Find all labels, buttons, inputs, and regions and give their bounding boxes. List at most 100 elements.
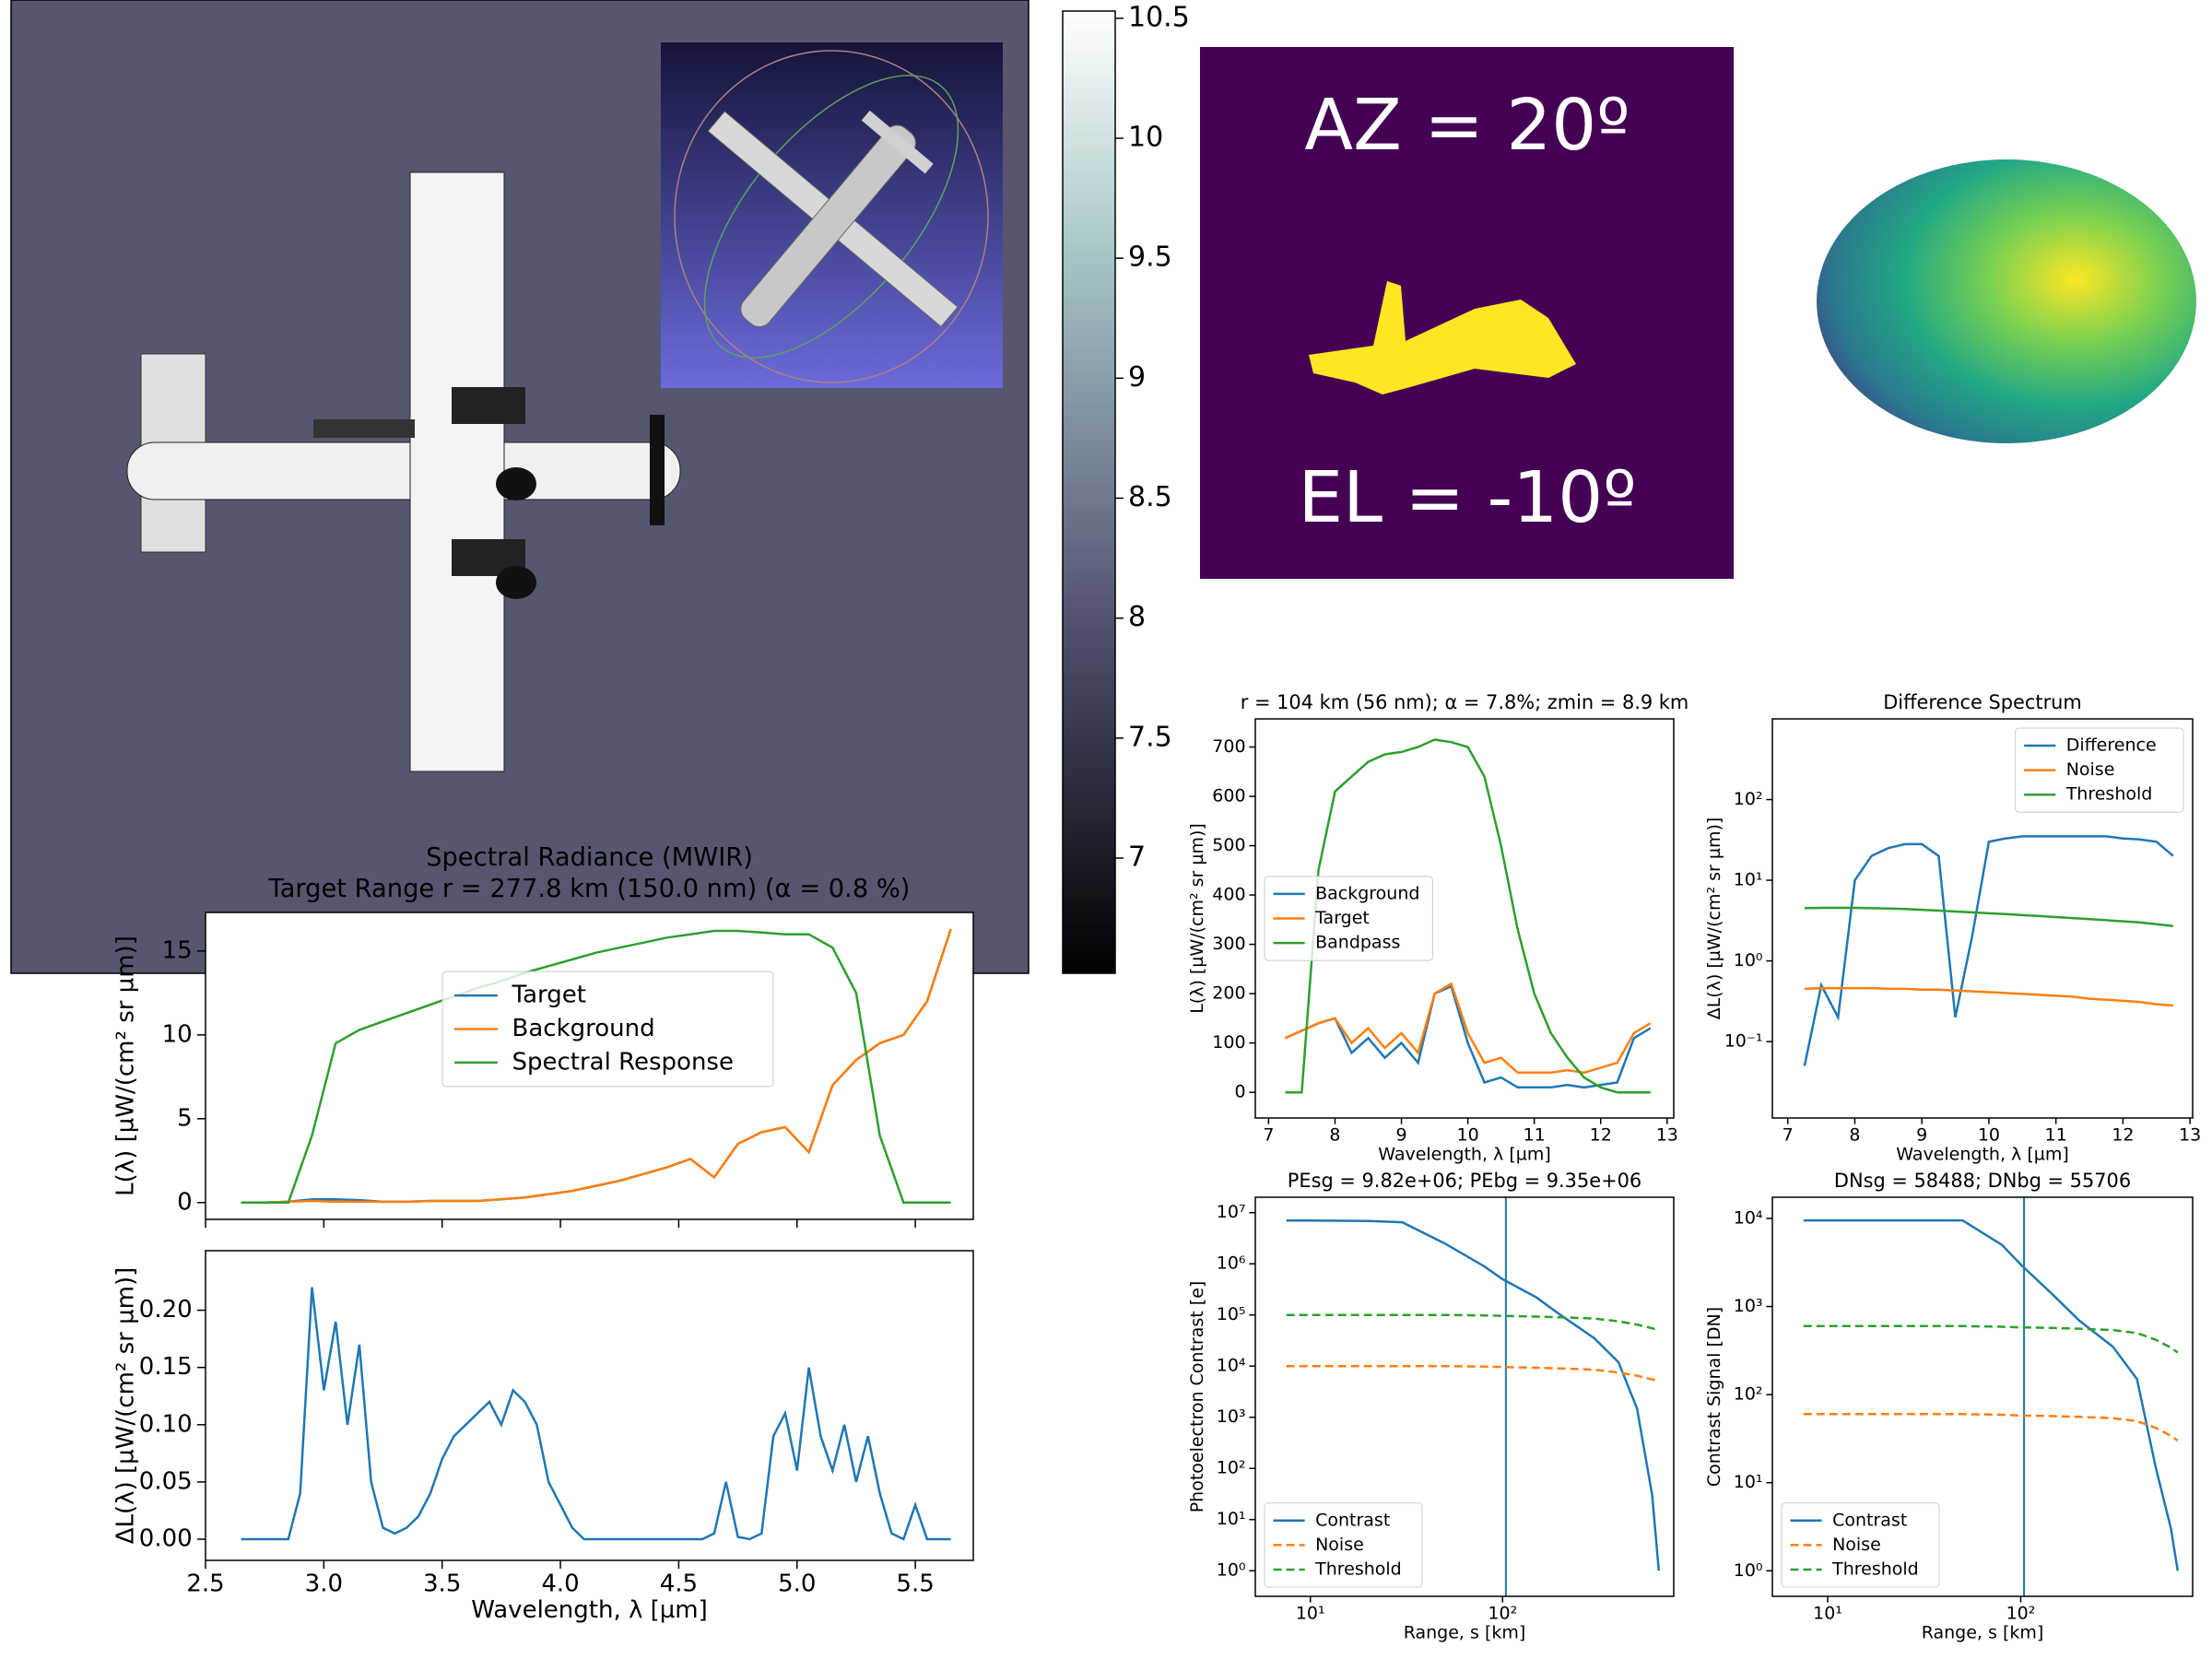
axes-frame: [205, 912, 974, 1220]
x-axis-label: Wavelength, λ [µm]: [1896, 1144, 2069, 1164]
y-tick-label: 10⁴: [1217, 1356, 1246, 1376]
sensitivity-sphere: [1817, 159, 2196, 443]
axes-frame: [1254, 718, 1675, 1119]
axes-frame: [1771, 718, 2194, 1119]
x-tick-label: 11: [2045, 1125, 2067, 1146]
y-tick-label: 300: [1212, 934, 1245, 954]
azimuth-label: AZ = 20º: [1304, 85, 1630, 167]
y-tick-label: 0.20: [139, 1296, 193, 1324]
colorbar-tick-label: 9: [1128, 361, 1146, 394]
x-tick-label: 3.5: [423, 1571, 461, 1598]
y-tick-label: 10⁴: [1734, 1207, 1763, 1228]
series-line: [241, 1287, 951, 1541]
x-tick-label: 7: [1263, 1125, 1274, 1146]
chart: 7 8 9 10 11 12 13 0 100 200 300 400 500 600 700 r = 104…: [1187, 691, 1688, 1165]
x-tick-label: 11: [1524, 1125, 1546, 1146]
chart-subtitle: Target Range r = 277.8 km (150.0 nm) (α …: [268, 875, 911, 903]
y-tick-label: 200: [1212, 983, 1245, 1004]
legend-label: Contrast: [1832, 1510, 1907, 1530]
x-tick-label: 9: [1916, 1125, 1927, 1146]
colorbar-tick-label: 10.5: [1128, 1, 1190, 33]
series-line: [1286, 1313, 1660, 1332]
x-tick-label: 10: [1978, 1125, 2000, 1146]
x-axis-label: Wavelength, λ [µm]: [1378, 1144, 1551, 1164]
colorbar-tick-label: 10: [1128, 121, 1163, 153]
y-tick-label: 100: [1212, 1032, 1245, 1053]
series-line: [1803, 1324, 2179, 1354]
legend-label: Difference: [2066, 735, 2157, 756]
chart-title: PEsg = 9.82e+06; PEbg = 9.35e+06: [1288, 1170, 1641, 1192]
series-line: [1803, 1413, 2179, 1442]
elevation-label: EL = -10º: [1298, 457, 1636, 539]
y-tick-label: 500: [1212, 835, 1245, 855]
x-tick-label: 12: [2112, 1125, 2134, 1146]
x-tick-label: 8: [1849, 1125, 1860, 1146]
x-tick-label: 2.5: [186, 1571, 224, 1598]
x-tick-label: 5.5: [896, 1571, 934, 1598]
y-tick-label: 10²: [1217, 1458, 1246, 1478]
y-axis-label: ΔL(λ) [µW/(cm² sr µm)]: [112, 1267, 140, 1544]
y-tick-label: 10²: [1734, 1384, 1763, 1405]
y-axis-label: Photoelectron Contrast [e]: [1187, 1281, 1207, 1513]
legend-label: Background: [1315, 883, 1419, 903]
x-tick-label: 7: [1783, 1125, 1794, 1146]
x-tick-label: 9: [1395, 1125, 1406, 1146]
chart: 10¹ 10² 10⁰ 10¹ 10² 10³ 10⁴ 10⁵ 10⁶ 10⁷ PEsg = 9.8…: [1187, 1170, 1675, 1642]
legend-label: Threshold: [2065, 784, 2153, 805]
axes-frame: [205, 1250, 974, 1561]
y-tick-label: 10⁶: [1217, 1253, 1246, 1274]
y-tick-label: 10⁰: [1217, 1560, 1246, 1581]
legend-label: Background: [512, 1015, 655, 1042]
x-axis-label: Wavelength, λ [µm]: [471, 1596, 708, 1624]
chart-title: Spectral Radiance (MWIR): [426, 843, 753, 872]
x-tick-label: 13: [1656, 1125, 1678, 1146]
series-line: [1804, 986, 2173, 1007]
legend-box: [441, 971, 774, 1088]
model-inset: [661, 42, 1003, 388]
colorbar-tick-label: 8: [1128, 601, 1146, 633]
chart: 2.5 3.0 3.5 4.0 4.5 5.0 5.5 0.00 0.05 0.10 0.15 0.2…: [112, 1250, 974, 1624]
y-tick-label: 0.00: [139, 1525, 193, 1553]
y-tick-label: 700: [1212, 736, 1245, 757]
series-line: [1284, 982, 1652, 1075]
chart-title: DNsg = 58488; DNbg = 55706: [1834, 1170, 2131, 1192]
y-tick-label: 10²: [1734, 789, 1763, 809]
y-axis-label: L(λ) [µW/(cm² sr µm)]: [112, 935, 140, 1196]
x-tick-label: 12: [1590, 1125, 1612, 1146]
series-line: [1284, 984, 1652, 1089]
y-tick-label: 10³: [1217, 1406, 1246, 1427]
y-axis-label: ΔL(λ) [µW/(cm² sr µm)]: [1704, 818, 1724, 1020]
series-line: [241, 929, 951, 1205]
chart: 10¹ 10² 10⁰ 10¹ 10² 10³ 10⁴ DNsg = 58488; DNbg …: [1704, 1170, 2194, 1642]
x-tick-label: 4.5: [660, 1571, 698, 1598]
x-tick-label: 5.0: [778, 1571, 816, 1598]
legend-label: Noise: [1315, 1535, 1364, 1555]
chart-title: r = 104 km (56 nm); α = 7.8%; zmin = 8.9…: [1241, 691, 1689, 713]
colorbar-tick-label: 7: [1128, 841, 1146, 874]
colorbar: [1062, 10, 1116, 974]
x-tick-label: 10²: [1488, 1604, 1517, 1624]
y-tick-label: 10: [162, 1020, 193, 1048]
x-tick-label: 4.0: [541, 1571, 579, 1598]
series-line: [1804, 906, 2174, 928]
y-tick-label: 10³: [1734, 1296, 1763, 1316]
axes-frame: [1771, 1196, 2194, 1597]
legend-box: [1781, 1502, 1940, 1588]
legend-label: Threshold: [1831, 1559, 1919, 1580]
y-tick-label: 0.10: [139, 1410, 193, 1438]
legend-label: Target: [1314, 908, 1370, 928]
legend-label: Contrast: [1315, 1510, 1390, 1530]
y-tick-label: 0: [1234, 1082, 1245, 1102]
series-line: [1286, 1364, 1660, 1383]
attitude-panel: AZ = 20º EL = -10º: [1200, 47, 1734, 579]
legend-label: Target: [512, 982, 586, 1009]
y-tick-label: 600: [1212, 786, 1245, 806]
x-tick-label: 10: [1457, 1125, 1479, 1146]
x-tick-label: 3.0: [305, 1571, 343, 1598]
y-tick-label: 10⁵: [1217, 1304, 1246, 1324]
chart-title: Difference Spectrum: [1883, 691, 2082, 713]
x-tick-label: 10¹: [1813, 1604, 1842, 1624]
legend-box: [1264, 1502, 1423, 1588]
x-tick-label: 10²: [2006, 1604, 2036, 1624]
